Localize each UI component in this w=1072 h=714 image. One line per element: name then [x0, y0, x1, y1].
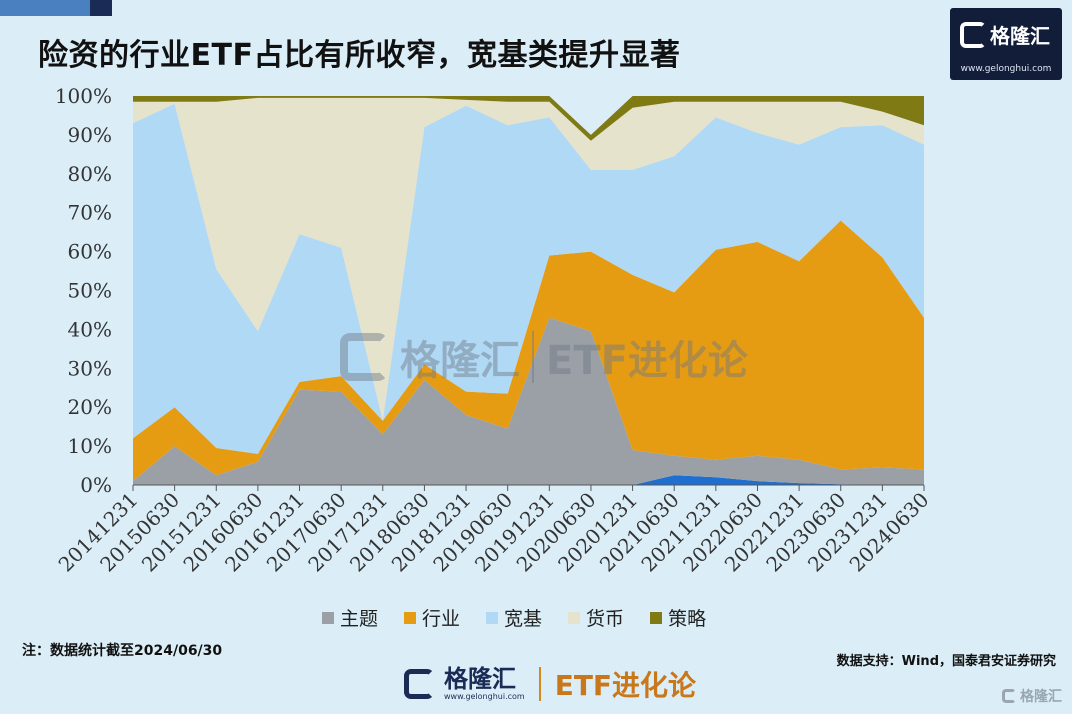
- chart-legend: 主题 行业 宽基 货币 策略: [322, 604, 706, 631]
- legend-swatch: [322, 611, 334, 624]
- legend-label: 宽基: [504, 608, 543, 630]
- legend-item: 主题: [322, 604, 378, 631]
- legend-swatch: [650, 611, 663, 624]
- y-tick-label: 70%: [68, 201, 112, 225]
- stacked-area-chart: 0%10%20%30%40%50%60%70%80%90%100%2014123…: [54, 84, 934, 577]
- data-source: 数据支持：Wind，国泰君安证券研究: [836, 654, 1056, 669]
- corner-g-icon: [1002, 689, 1016, 703]
- legend-label: 货币: [586, 608, 625, 630]
- legend-label: 行业: [422, 608, 461, 630]
- watermark: 格隆汇 ETF进化论: [340, 328, 748, 386]
- footnote: 注：数据统计截至2024/06/30: [22, 643, 223, 659]
- legend-item: 货币: [568, 604, 624, 631]
- y-tick-label: 30%: [68, 356, 112, 380]
- watermark-column: ETF进化论: [546, 338, 748, 384]
- corner-tab-blue: [0, 0, 90, 16]
- footer-brand-url: www.gelonghui.com: [444, 692, 525, 701]
- area-series-1: [133, 317, 924, 485]
- watermark-g-icon: [340, 333, 388, 381]
- legend-swatch: [486, 611, 499, 624]
- footer-g-icon: [404, 669, 434, 699]
- y-tick-label: 50%: [68, 279, 112, 303]
- page-title: 险资的行业ETF占比有所收窄，宽基类提升显著: [38, 38, 681, 73]
- area-series-4: [133, 97, 924, 421]
- footer-column-name: ETF进化论: [554, 669, 697, 702]
- y-tick-label: 60%: [68, 240, 112, 264]
- footer-divider: [538, 667, 541, 701]
- y-tick-label: 80%: [68, 162, 112, 186]
- logo-name: 格隆汇: [990, 24, 1050, 48]
- y-tick-label: 0%: [80, 473, 112, 497]
- watermark-divider: [532, 331, 534, 383]
- gelonghui-logo[interactable]: 格隆汇 www.gelonghui.com: [950, 8, 1062, 80]
- legend-item: 行业: [404, 604, 460, 631]
- y-tick-label: 90%: [68, 123, 112, 147]
- area-series-2: [133, 220, 924, 482]
- area-series-0: [133, 475, 924, 485]
- watermark-name: 格隆汇: [400, 338, 520, 384]
- logo-url: www.gelonghui.com: [960, 64, 1052, 74]
- legend-item: 策略: [650, 604, 706, 631]
- corner-watermark-name: 格隆汇: [1020, 689, 1062, 705]
- area-series-3: [133, 103, 924, 454]
- legend-swatch: [404, 611, 417, 624]
- y-tick-label: 10%: [68, 434, 112, 458]
- corner-watermark: 格隆汇: [1002, 686, 1062, 706]
- legend-label: 策略: [668, 608, 707, 630]
- y-tick-label: 20%: [68, 395, 112, 419]
- legend-label: 主题: [340, 608, 379, 630]
- gelonghui-g-icon: [960, 21, 986, 48]
- corner-tab: [0, 0, 112, 16]
- y-tick-label: 100%: [55, 84, 112, 108]
- footer-brand[interactable]: 格隆汇 www.gelonghui.com ETF进化论: [404, 664, 696, 704]
- y-tick-label: 40%: [68, 317, 112, 341]
- footer-brand-name: 格隆汇: [444, 665, 516, 693]
- legend-swatch: [568, 611, 581, 624]
- corner-tab-navy: [90, 0, 112, 16]
- legend-item: 宽基: [486, 604, 542, 631]
- area-series-5: [133, 96, 924, 141]
